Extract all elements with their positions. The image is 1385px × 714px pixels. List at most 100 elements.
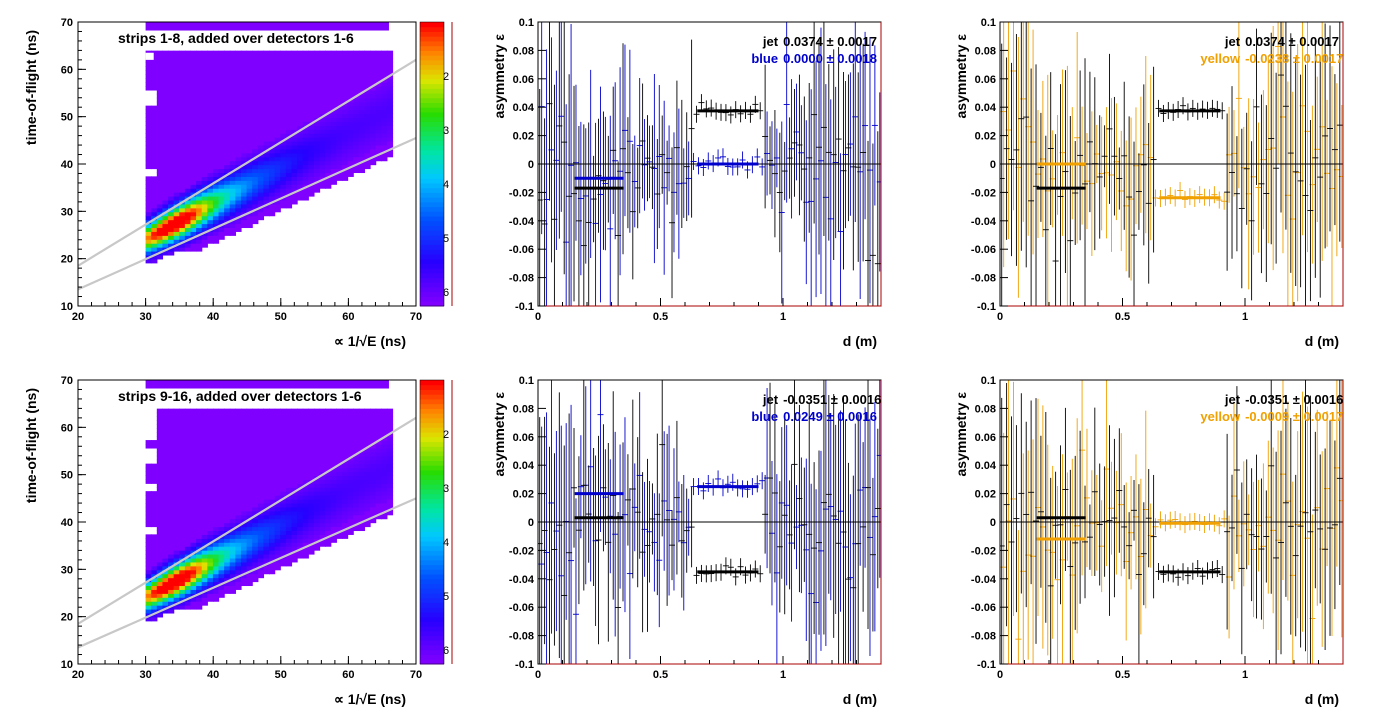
heatmap-cell: [145, 192, 152, 197]
heatmap-cell: [285, 432, 293, 437]
colorbar-cell: [420, 253, 444, 260]
heatmap-cell: [336, 432, 343, 437]
heatmap-cell: [201, 577, 208, 583]
heatmap-cell: [308, 518, 315, 524]
heatmap-cell: [252, 498, 259, 504]
heatmap-cell: [218, 227, 225, 232]
heatmap-cell: [336, 440, 343, 445]
x-tick-label: 20: [72, 311, 84, 323]
heatmap-cell: [218, 577, 225, 583]
heatmap-cell: [336, 502, 343, 508]
heatmap-cell: [173, 581, 180, 587]
heatmap-cell: [319, 101, 326, 107]
heatmap-cell: [168, 424, 175, 429]
heatmap-cell: [274, 66, 281, 71]
heatmap-cell: [297, 491, 304, 496]
heatmap-cell: [207, 491, 214, 496]
heatmap-cell: [168, 62, 175, 67]
heatmap-cell: [341, 534, 349, 539]
heatmap-cell: [224, 443, 231, 449]
heatmap-cell: [257, 491, 265, 496]
heatmap-cell: [364, 62, 371, 67]
heatmap-cell: [325, 82, 332, 87]
heatmap-cell: [375, 137, 382, 142]
heatmap-cell: [297, 550, 304, 555]
colorbar-cell: [420, 206, 444, 212]
heatmap-cell: [308, 192, 315, 197]
heatmap-cell: [235, 498, 242, 504]
heatmap-cell: [297, 164, 304, 170]
colorbar-tick-label: 2: [443, 71, 449, 83]
heatmap-cell: [224, 451, 231, 457]
heatmap-cell: [246, 176, 253, 181]
heatmap-cell: [353, 440, 360, 445]
heatmap-cell: [313, 78, 321, 83]
heatmap-cell: [201, 538, 208, 543]
heatmap-cell: [229, 160, 236, 166]
colorbar-tick-label: 3: [443, 125, 449, 137]
heatmap-cell: [330, 475, 337, 480]
heatmap-cell: [235, 581, 242, 587]
heatmap-cell: [358, 78, 366, 83]
colorbar-cell: [420, 432, 444, 438]
y-tick-label: -0.06: [509, 602, 534, 614]
heatmap-cell: [196, 172, 203, 177]
heatmap-cell: [274, 447, 281, 453]
heatmap-cell: [212, 506, 220, 512]
heatmap-cell: [179, 58, 186, 64]
heatmap-cell: [330, 101, 337, 107]
heatmap-cell: [173, 239, 180, 244]
heatmap-cell: [240, 530, 248, 535]
heatmap-cell: [285, 176, 293, 181]
heatmap-cell: [179, 498, 186, 504]
heatmap-cell: [325, 526, 332, 532]
heatmap-cell: [190, 491, 197, 496]
heatmap-cell: [190, 440, 197, 445]
heatmap-cell: [285, 510, 293, 516]
heatmap-cell: [308, 160, 315, 166]
heatmap-cell: [196, 50, 203, 56]
heatmap-cell: [257, 62, 265, 67]
heatmap-cell: [207, 436, 214, 441]
heatmap-cell: [257, 459, 265, 465]
heatmap-cell: [235, 459, 242, 465]
heatmap-cell: [308, 471, 315, 477]
heatmap-cell: [184, 534, 192, 539]
heatmap-cell: [179, 121, 186, 126]
heatmap-cell: [224, 412, 231, 418]
heatmap-cell: [145, 463, 152, 469]
heatmap-cell: [330, 510, 337, 516]
heatmap-cell: [235, 62, 242, 67]
heatmap-cell: [263, 424, 270, 429]
heatmap-cell: [358, 502, 366, 508]
heatmap-cell: [257, 50, 265, 56]
heatmap-cell: [196, 89, 203, 95]
colorbar-cell: [420, 126, 444, 132]
heatmap-cell: [168, 121, 175, 126]
heatmap-cell: [325, 538, 332, 543]
heatmap-cell: [151, 534, 158, 539]
heatmap-cell: [229, 144, 236, 150]
heatmap-cell: [145, 109, 152, 115]
heatmap-cell: [207, 440, 214, 445]
heatmap-cell: [201, 227, 208, 232]
heatmap-cell: [240, 534, 248, 539]
heatmap-cell: [184, 160, 192, 166]
heatmap-cell: [145, 199, 152, 205]
heatmap-cell: [207, 113, 214, 119]
heatmap-cell: [308, 416, 315, 422]
heatmap-cell: [145, 58, 152, 64]
heatmap-cell: [263, 78, 270, 83]
heatmap-cell: [229, 557, 236, 563]
heatmap-cell: [162, 557, 169, 563]
heatmap-cell: [201, 569, 208, 575]
heatmap-cell: [325, 172, 332, 177]
heatmap-cell: [179, 195, 186, 201]
heatmap-cell: [364, 113, 371, 119]
heatmap-cell: [386, 451, 394, 457]
heatmap-cell: [358, 514, 366, 520]
colorbar-cell: [420, 130, 444, 137]
heatmap-cell: [240, 506, 248, 512]
heatmap-cell: [212, 105, 220, 111]
